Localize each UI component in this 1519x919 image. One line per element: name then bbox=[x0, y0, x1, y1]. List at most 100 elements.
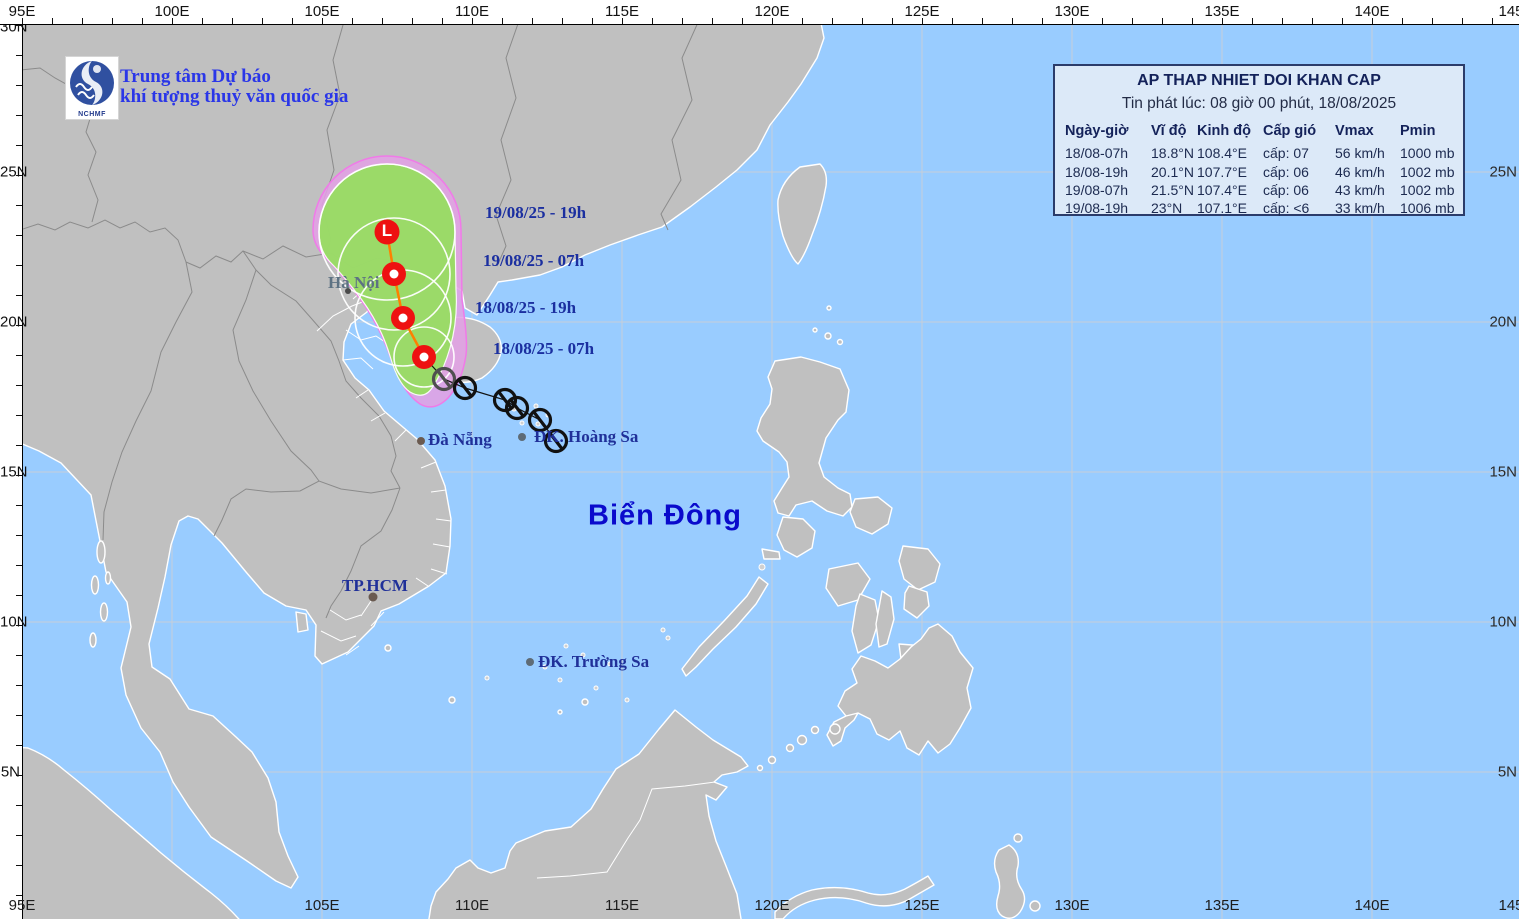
col-header: Cấp gió bbox=[1263, 123, 1317, 139]
tphcm-dot bbox=[368, 592, 378, 602]
table-cell: cấp: <6 bbox=[1263, 200, 1310, 216]
table-cell: 19/08-19h bbox=[1065, 200, 1129, 216]
lat-label: 10N bbox=[0, 613, 28, 631]
lat-label: 20N bbox=[0, 313, 28, 331]
landmasses bbox=[23, 25, 1041, 919]
table-cell: 46 km/h bbox=[1335, 164, 1385, 180]
table-cell: cấp: 07 bbox=[1263, 145, 1309, 161]
forecast-time-label: 18/08/25 - 07h bbox=[493, 339, 595, 358]
table-cell: 23°N bbox=[1151, 200, 1183, 216]
panel-title: AP THAP NHIET DOI KHAN CAP bbox=[1137, 72, 1381, 89]
lon-label: 140E bbox=[1354, 3, 1390, 20]
table-cell: 1002 mb bbox=[1400, 182, 1455, 198]
col-header: Vĩ độ bbox=[1151, 123, 1187, 139]
forecast-time-label: 18/08/25 - 19h bbox=[475, 298, 577, 317]
low-pressure-letter: L bbox=[381, 221, 393, 241]
forecast-time-label: 19/08/25 - 19h bbox=[485, 203, 587, 222]
lon-label: 130E bbox=[1054, 3, 1090, 20]
lat-label: 5N bbox=[1497, 763, 1517, 781]
table-cell: cấp: 06 bbox=[1263, 164, 1309, 180]
borneo-island bbox=[428, 709, 749, 919]
forecast-track-line bbox=[385, 231, 426, 358]
lon-label: 130E bbox=[1054, 897, 1090, 914]
lon-label: 110E bbox=[455, 897, 489, 914]
lon-label: 120E bbox=[754, 897, 790, 914]
truongsa-dot bbox=[526, 658, 534, 666]
nchmf-logo: NCHMF bbox=[66, 57, 118, 119]
table-cell: 107.7°E bbox=[1197, 164, 1247, 180]
lat-label: 20N bbox=[1489, 313, 1517, 331]
table-cell: 33 km/h bbox=[1335, 200, 1385, 216]
col-header: Ngày-giờ bbox=[1065, 123, 1129, 139]
lon-label: 125E bbox=[904, 3, 940, 20]
nchmf-logo-icon bbox=[70, 61, 114, 105]
lon-label: 110E bbox=[455, 3, 489, 20]
table-cell: 18/08-07h bbox=[1065, 145, 1129, 161]
table-cell: 107.4°E bbox=[1197, 182, 1247, 198]
org-name-line1: Trung tâm Dự báo bbox=[120, 66, 271, 87]
table-cell: 19/08-07h bbox=[1065, 182, 1129, 198]
col-header: Vmax bbox=[1335, 123, 1374, 139]
city-label-hanoi: Hà Nội bbox=[328, 273, 380, 292]
sumatra-island bbox=[23, 747, 240, 919]
col-header: Pmin bbox=[1400, 123, 1436, 139]
low-pressure-marker bbox=[374, 219, 400, 245]
table-cell: 108.4°E bbox=[1197, 145, 1247, 161]
city-label-tphcm: TP.HCM bbox=[342, 576, 408, 595]
hanoi-dot bbox=[345, 288, 351, 294]
lon-label: 105E bbox=[304, 3, 340, 20]
forecast-time-label: 19/08/25 - 07h bbox=[483, 251, 585, 270]
panel-issued: Tin phát lúc: 08 giờ 00 phút, 18/08/2025 bbox=[1121, 95, 1397, 112]
lat-label: 10N bbox=[1489, 613, 1517, 631]
country-borders bbox=[23, 25, 698, 619]
palawan-island bbox=[681, 576, 769, 677]
past-position-symbol bbox=[431, 366, 457, 392]
logo-text: NCHMF bbox=[78, 111, 106, 118]
lon-label: 95E bbox=[8, 897, 36, 914]
past-track bbox=[423, 356, 569, 454]
station-label-hoangsa: ĐK. Hoàng Sa bbox=[534, 427, 639, 446]
lon-label: 145E bbox=[1498, 3, 1519, 20]
lon-label: 115E bbox=[605, 897, 639, 914]
danang-dot bbox=[417, 437, 425, 445]
station-label-truongsa: ĐK. Trường Sa bbox=[538, 652, 650, 671]
table-cell: 1000 mb bbox=[1400, 145, 1455, 161]
lat-label: 5N bbox=[0, 763, 20, 781]
table-cell: 20.1°N bbox=[1151, 164, 1194, 180]
lat-label: 25N bbox=[0, 163, 28, 181]
table-cell: 1006 mb bbox=[1400, 200, 1455, 216]
lat-label: 25N bbox=[1489, 163, 1517, 181]
place-dots bbox=[345, 288, 534, 666]
lon-label: 105E bbox=[304, 897, 340, 914]
top-axis-ticks bbox=[22, 18, 1519, 24]
lon-label: 100E bbox=[154, 3, 190, 20]
table-cell: 43 km/h bbox=[1335, 182, 1385, 198]
forecast-position-markers bbox=[374, 219, 436, 369]
lat-label: 15N bbox=[1489, 463, 1517, 481]
sea-name-label: Biển Đông bbox=[588, 499, 742, 532]
lon-label: 135E bbox=[1204, 3, 1240, 20]
left-axis-ticks bbox=[16, 25, 22, 919]
taiwan-island bbox=[777, 163, 828, 265]
table-cell: 107.1°E bbox=[1197, 200, 1247, 216]
hoangsa-dot bbox=[518, 433, 526, 441]
col-header: Kinh độ bbox=[1197, 123, 1251, 139]
lon-label: 115E bbox=[605, 3, 639, 20]
past-position-symbol bbox=[452, 375, 569, 454]
storm-info-panel: AP THAP NHIET DOI KHAN CAP Tin phát lúc:… bbox=[1053, 64, 1465, 216]
mainland-asia bbox=[23, 25, 825, 889]
org-name-line2: khí tượng thuỷ văn quốc gia bbox=[120, 86, 349, 107]
table-cell: 18.8°N bbox=[1151, 145, 1194, 161]
table-cell: 1002 mb bbox=[1400, 164, 1455, 180]
lon-label: 95E bbox=[8, 3, 36, 20]
lon-label: 125E bbox=[904, 897, 940, 914]
table-cell: 21.5°N bbox=[1151, 182, 1194, 198]
table-cell: 56 km/h bbox=[1335, 145, 1385, 161]
sulawesi-arm bbox=[774, 875, 935, 919]
table-cell: 18/08-19h bbox=[1065, 164, 1129, 180]
table-cell: cấp: 06 bbox=[1263, 182, 1309, 198]
lat-label: 15N bbox=[0, 463, 28, 481]
luzon-island bbox=[756, 356, 853, 517]
lon-label: 120E bbox=[754, 3, 790, 20]
